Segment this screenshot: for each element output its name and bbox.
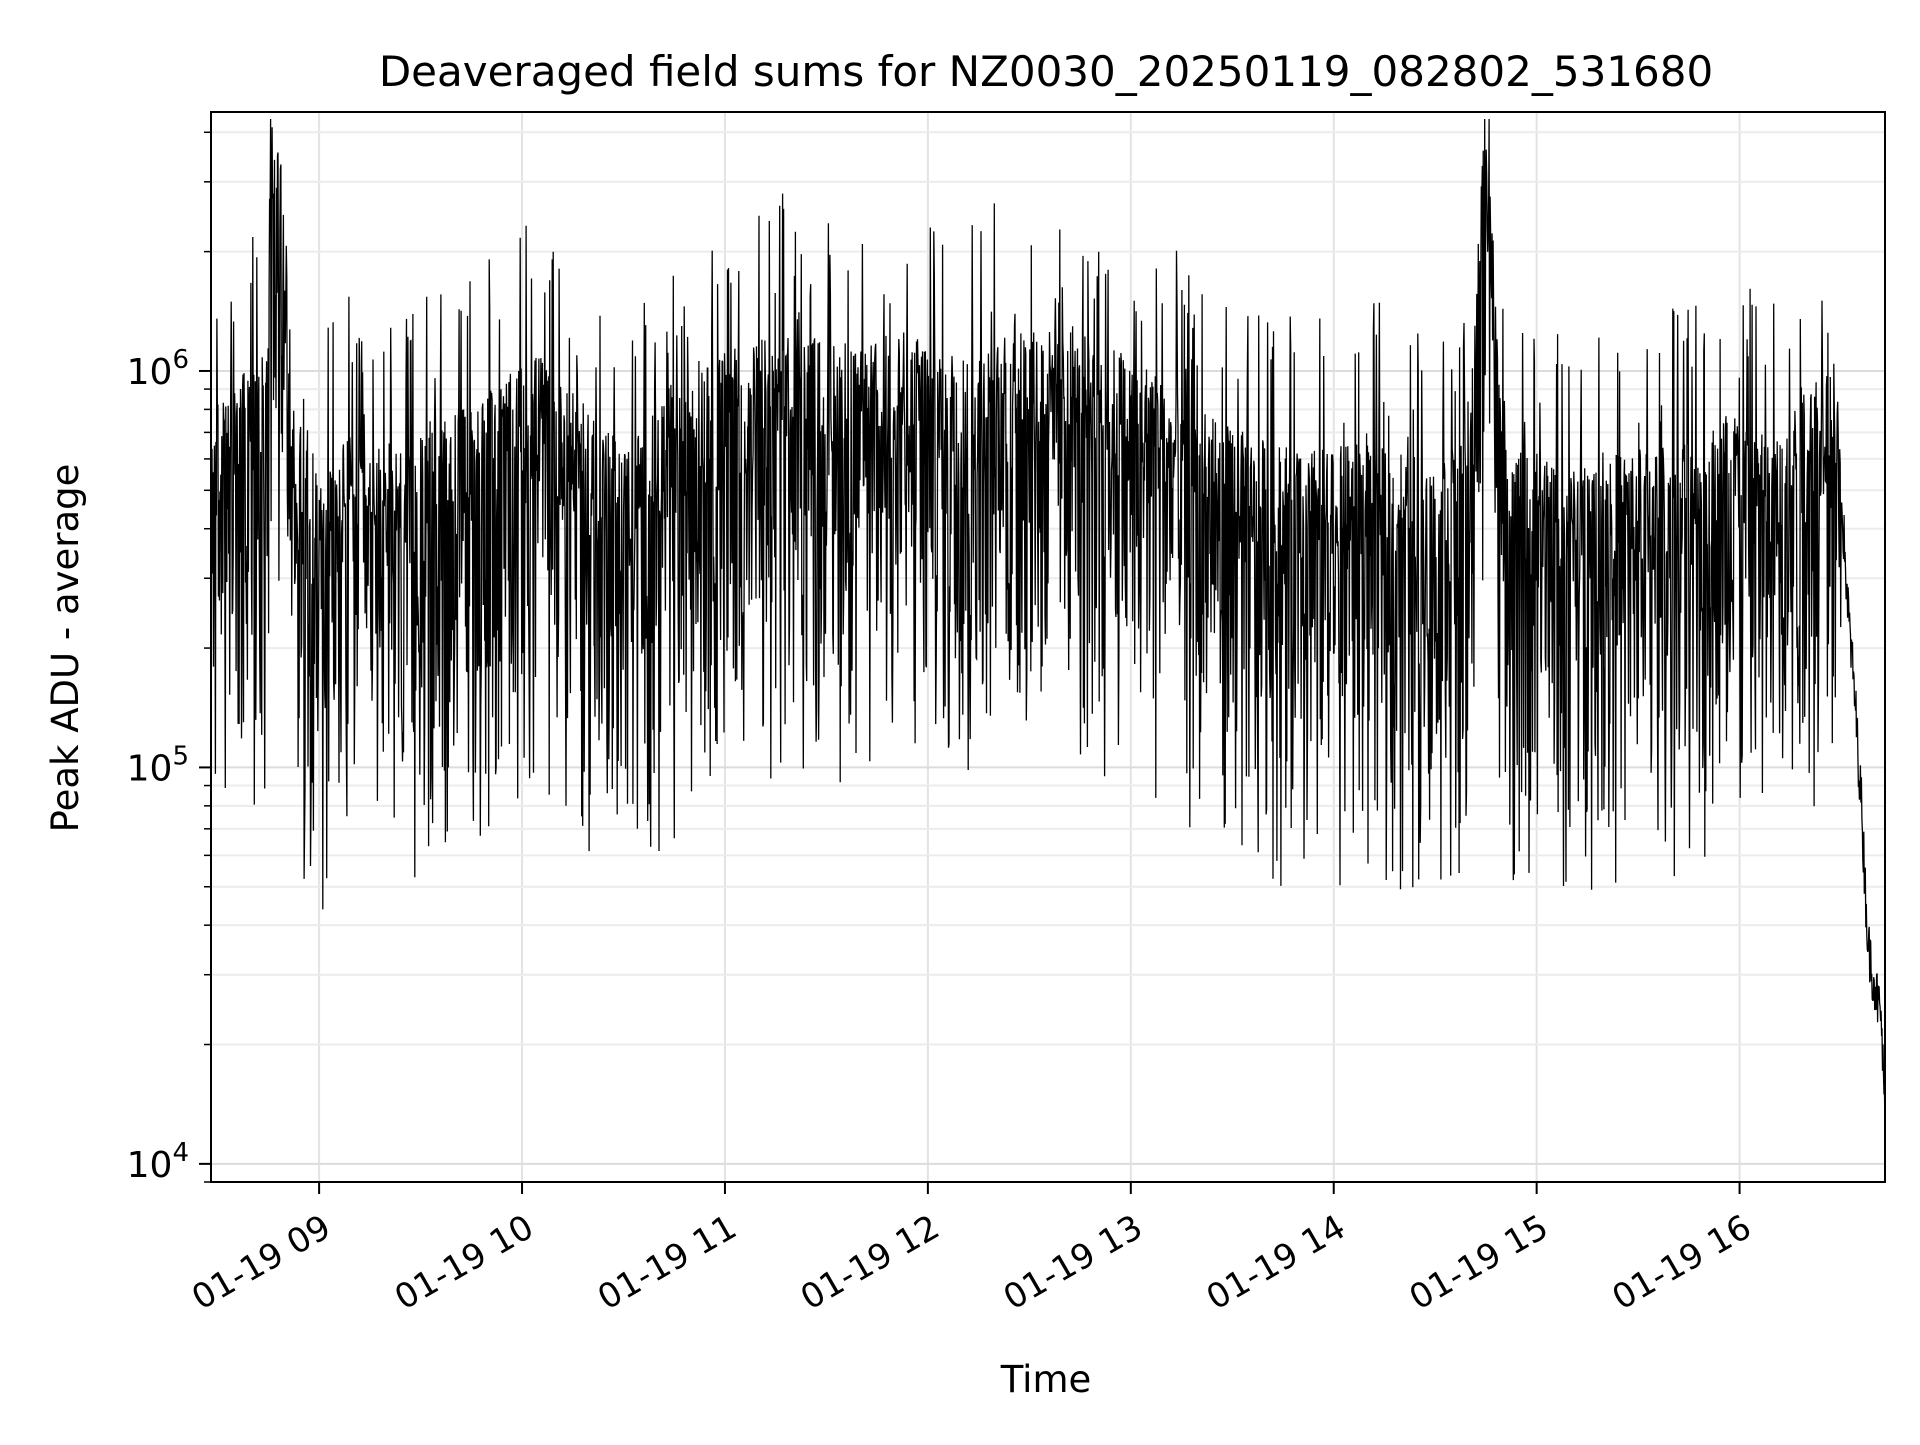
- chart-title: Deaveraged field sums for NZ0030_2025011…: [379, 47, 1713, 96]
- y-tick-label: 104: [127, 1138, 189, 1186]
- y-axis-label: Peak ADU - average: [44, 464, 87, 833]
- y-tick-exponent: 4: [172, 1138, 189, 1168]
- y-tick-exponent: 6: [172, 345, 189, 375]
- x-axis-label: Time: [1000, 1358, 1092, 1401]
- y-tick-base: 10: [127, 1145, 173, 1186]
- y-tick-label: 105: [127, 741, 189, 789]
- plot-frame: [210, 111, 1886, 1183]
- y-tick-base: 10: [127, 748, 173, 789]
- series-layer: [211, 118, 1885, 1135]
- y-tick-label: 106: [127, 345, 189, 393]
- y-tick-base: 10: [127, 352, 173, 393]
- y-tick-exponent: 5: [172, 741, 189, 771]
- series-line: [211, 118, 1885, 1135]
